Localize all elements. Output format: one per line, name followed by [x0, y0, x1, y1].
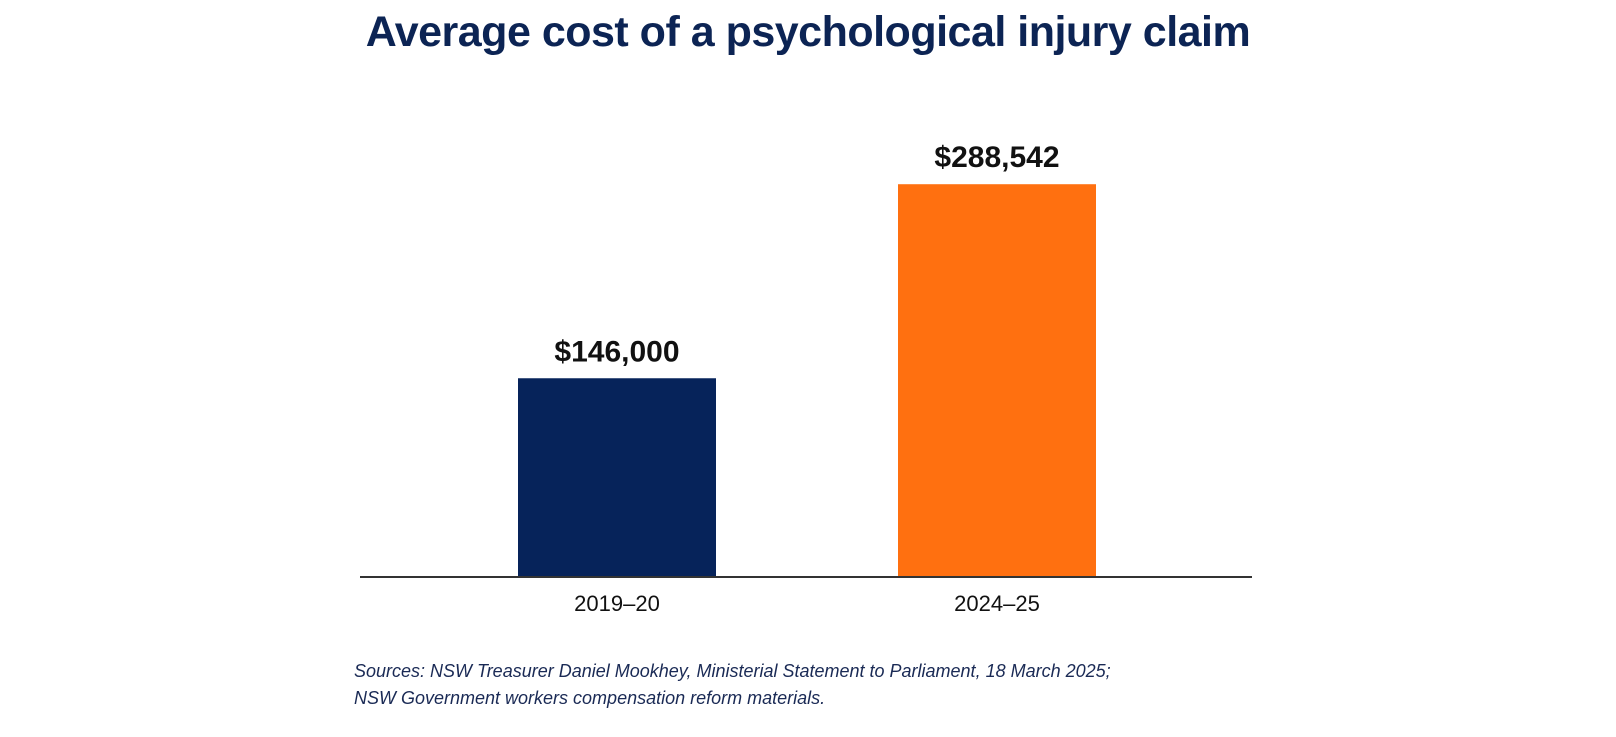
x-tick-label-2024–25: 2024–25 [954, 591, 1040, 616]
chart-title: Average cost of a psychological injury c… [365, 8, 1251, 56]
sources-note: Sources: NSW Treasurer Daniel Mookhey, M… [354, 658, 1111, 712]
sources-line-2: NSW Government workers compensation refo… [354, 688, 826, 708]
data-label-2019–20: $146,000 [554, 335, 679, 368]
x-tick-label-2019–20: 2019–20 [574, 591, 660, 616]
data-label-2024–25: $288,542 [934, 141, 1059, 174]
bar-2019–20 [518, 378, 716, 577]
bar-2024–25 [898, 184, 1096, 577]
sources-line-1: Sources: NSW Treasurer Daniel Mookhey, M… [354, 661, 1111, 681]
